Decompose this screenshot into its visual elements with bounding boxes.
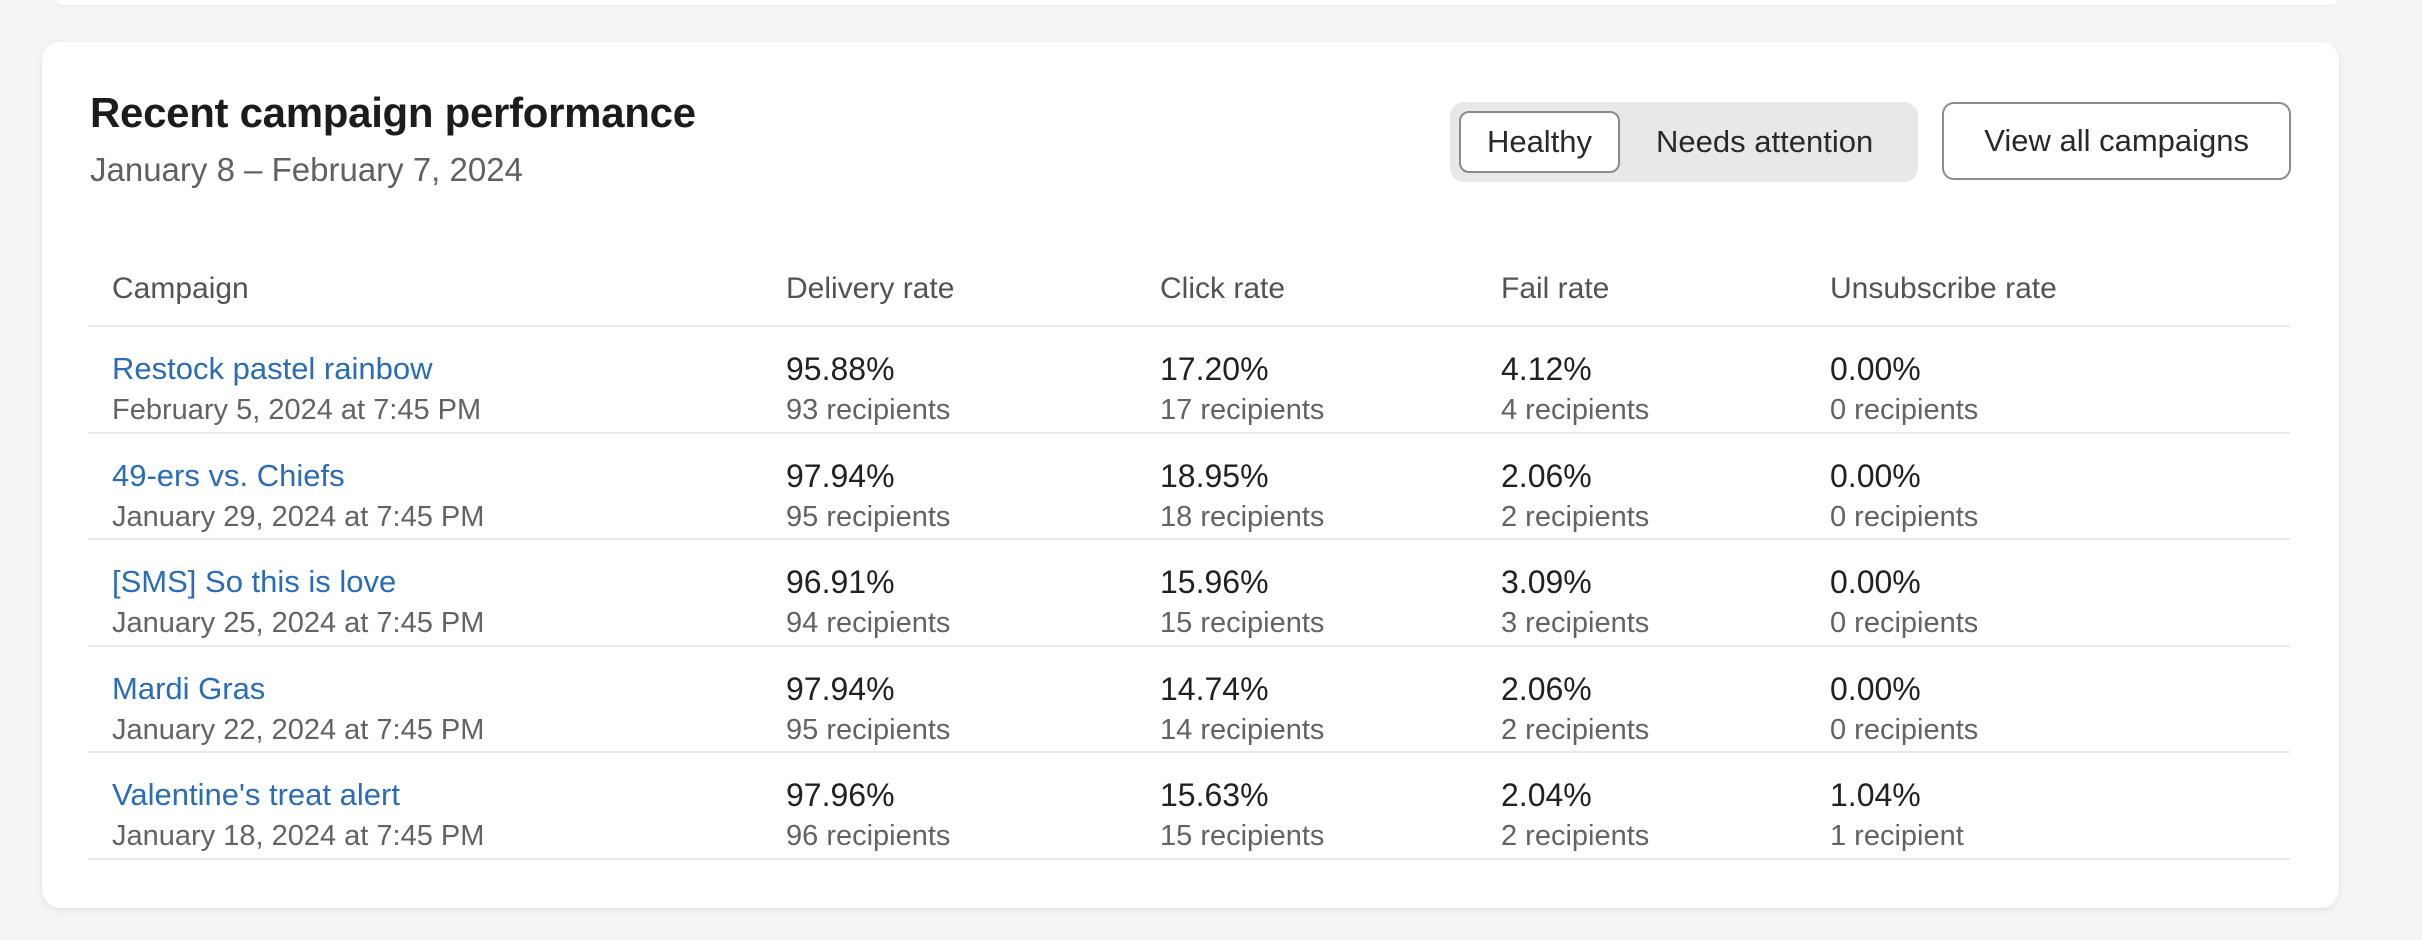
campaign-date: February 5, 2024 at 7:45 PM: [112, 394, 482, 426]
card-title-block: Recent campaign performance January 8 – …: [90, 88, 696, 190]
delivery-recipients: 95 recipients: [786, 713, 951, 746]
click-rate-value: 15.63%: [1160, 777, 1269, 813]
previous-card-bottom-edge: [57, 0, 2337, 5]
fail-rate-value: 2.06%: [1501, 457, 1592, 494]
unsubscribe-rate-value: 0.00%: [1830, 351, 1921, 387]
table-row: [SMS] So this is love January 25, 2024 a…: [88, 540, 2290, 647]
click-rate-value: 15.96%: [1160, 564, 1269, 600]
campaign-link[interactable]: Mardi Gras: [112, 670, 266, 706]
fail-rate-value: 2.04%: [1501, 777, 1592, 813]
column-header-click-rate: Click rate: [1160, 272, 1286, 305]
date-range: January 8 – February 7, 2024: [90, 151, 523, 188]
unsubscribe-recipients: 0 recipients: [1830, 500, 1979, 533]
fail-recipients: 2 recipients: [1501, 820, 1650, 852]
recent-campaign-performance-card: Recent campaign performance January 8 – …: [42, 42, 2339, 908]
unsubscribe-recipients: 0 recipients: [1830, 607, 1979, 639]
unsubscribe-recipients: 0 recipients: [1830, 713, 1979, 746]
click-rate-value: 14.74%: [1160, 670, 1269, 707]
delivery-recipients: 95 recipients: [786, 500, 951, 533]
table-row: 49-ers vs. Chiefs January 29, 2024 at 7:…: [88, 434, 2290, 540]
filter-healthy-button[interactable]: Healthy: [1458, 111, 1621, 173]
column-header-campaign: Campaign: [112, 272, 249, 305]
click-rate-value: 17.20%: [1160, 351, 1269, 387]
fail-rate-value: 4.12%: [1501, 351, 1592, 387]
column-header-delivery-rate: Delivery rate: [786, 272, 955, 305]
view-all-campaigns-button[interactable]: View all campaigns: [1942, 102, 2291, 180]
card-actions: Healthy Needs attention View all campaig…: [1449, 102, 2291, 182]
unsubscribe-rate-value: 0.00%: [1830, 670, 1921, 707]
card-title: Recent campaign performance: [90, 89, 696, 136]
filter-needs-attention-button[interactable]: Needs attention: [1620, 111, 1909, 173]
unsubscribe-rate-value: 1.04%: [1830, 777, 1921, 813]
click-recipients: 15 recipients: [1160, 607, 1325, 639]
delivery-rate-value: 95.88%: [786, 351, 895, 387]
table-row: Mardi Gras January 22, 2024 at 7:45 PM 9…: [88, 647, 2290, 753]
click-recipients: 17 recipients: [1160, 394, 1325, 426]
delivery-recipients: 93 recipients: [786, 394, 951, 426]
column-header-fail-rate: Fail rate: [1501, 272, 1610, 305]
campaign-date: January 18, 2024 at 7:45 PM: [112, 820, 485, 852]
delivery-recipients: 94 recipients: [786, 607, 951, 639]
table-row: Valentine's treat alert January 18, 2024…: [88, 753, 2290, 860]
delivery-rate-value: 97.94%: [786, 670, 895, 707]
delivery-rate-value: 97.94%: [786, 457, 895, 494]
delivery-rate-value: 97.96%: [786, 777, 895, 813]
column-header-unsubscribe-rate: Unsubscribe rate: [1830, 272, 2057, 305]
campaign-link[interactable]: Restock pastel rainbow: [112, 351, 433, 386]
campaign-date: January 22, 2024 at 7:45 PM: [112, 713, 485, 746]
fail-rate-value: 3.09%: [1501, 564, 1592, 600]
unsubscribe-rate-value: 0.00%: [1830, 457, 1921, 494]
fail-rate-value: 2.06%: [1501, 670, 1592, 707]
click-recipients: 15 recipients: [1160, 820, 1325, 852]
fail-recipients: 3 recipients: [1501, 607, 1650, 639]
delivery-rate-value: 96.91%: [786, 564, 895, 600]
campaign-link[interactable]: 49-ers vs. Chiefs: [112, 457, 345, 493]
unsubscribe-recipients: 0 recipients: [1830, 394, 1979, 426]
fail-recipients: 2 recipients: [1501, 713, 1650, 746]
campaign-link[interactable]: [SMS] So this is love: [112, 564, 397, 599]
campaign-date: January 25, 2024 at 7:45 PM: [112, 607, 485, 639]
unsubscribe-recipients: 1 recipient: [1830, 820, 1964, 852]
click-rate-value: 18.95%: [1160, 457, 1269, 494]
click-recipients: 14 recipients: [1160, 713, 1325, 746]
card-header: Recent campaign performance January 8 – …: [90, 88, 2291, 190]
delivery-recipients: 96 recipients: [786, 820, 951, 852]
table-row: Restock pastel rainbow February 5, 2024 …: [88, 327, 2290, 434]
campaign-table: Campaign Delivery rate Click rate Fail r…: [88, 253, 2290, 860]
fail-recipients: 2 recipients: [1501, 500, 1650, 533]
status-filter-group: Healthy Needs attention: [1449, 102, 1919, 182]
campaign-date: January 29, 2024 at 7:45 PM: [112, 500, 485, 533]
unsubscribe-rate-value: 0.00%: [1830, 564, 1921, 600]
fail-recipients: 4 recipients: [1501, 394, 1650, 426]
click-recipients: 18 recipients: [1160, 500, 1325, 533]
campaign-link[interactable]: Valentine's treat alert: [112, 777, 400, 812]
table-header-row: Campaign Delivery rate Click rate Fail r…: [88, 253, 2290, 327]
